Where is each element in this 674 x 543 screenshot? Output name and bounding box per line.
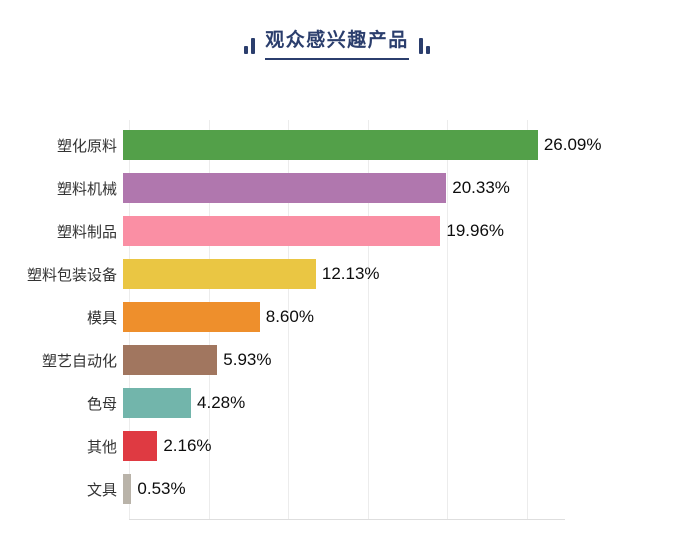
bar-area: 12.13% <box>123 259 674 289</box>
value-label: 19.96% <box>446 221 505 240</box>
category-label: 塑料机械 <box>56 181 117 198</box>
bar-row: 塑化原料 26.09% <box>0 130 674 160</box>
category-label: 塑化原料 <box>56 138 117 155</box>
bar-area: 19.96% <box>123 216 674 246</box>
chart-title: 观众感兴趣产品 <box>265 30 409 60</box>
title-right-bars-icon <box>418 37 430 60</box>
bar <box>123 130 538 160</box>
bar-row: 塑料包装设备 12.13% <box>0 259 674 289</box>
bar <box>123 431 158 461</box>
value-label: 12.13% <box>321 264 380 283</box>
value-label: 4.28% <box>197 393 246 412</box>
bar-row: 色母 4.28% <box>0 388 674 418</box>
bar-area: 20.33% <box>123 173 674 203</box>
category-label: 其他 <box>86 439 117 456</box>
bar-row: 塑料机械 20.33% <box>0 173 674 203</box>
bar <box>123 302 260 332</box>
bar <box>123 173 447 203</box>
category-label: 模具 <box>86 310 117 327</box>
chart-rows: 塑化原料 26.09% 塑料机械 20.33% 塑料制品 19.96% 塑料包装设备 12.1… <box>0 130 674 504</box>
bar-area: 5.93% <box>123 345 674 375</box>
bar-area: 8.60% <box>123 302 674 332</box>
bar-chart: 塑化原料 26.09% 塑料机械 20.33% 塑料制品 19.96% 塑料包装设备 12.1… <box>0 120 674 520</box>
bar-area: 0.53% <box>123 474 674 504</box>
chart-title-block: 观众感兴趣产品 <box>0 30 674 60</box>
bar-row: 塑料制品 19.96% <box>0 216 674 246</box>
bar <box>123 216 441 246</box>
value-label: 20.33% <box>452 178 510 197</box>
value-label: 2.16% <box>163 436 212 455</box>
bar-row: 模具 8.60% <box>0 302 674 332</box>
value-label: 8.60% <box>265 307 314 326</box>
bar <box>123 388 192 418</box>
category-label: 塑艺自动化 <box>41 353 117 370</box>
bar-row: 文具 0.53% <box>0 474 674 504</box>
value-label: 26.09% <box>543 135 602 154</box>
title-left-bars-icon <box>244 37 256 60</box>
bar <box>123 259 316 289</box>
category-label: 色母 <box>86 396 117 413</box>
value-label: 5.93% <box>223 350 272 369</box>
value-label: 0.53% <box>137 479 186 498</box>
bar-area: 26.09% <box>123 130 674 160</box>
bar-area: 4.28% <box>123 388 674 418</box>
bar-row: 塑艺自动化 5.93% <box>0 345 674 375</box>
bar-row: 其他 2.16% <box>0 431 674 461</box>
bar-area: 2.16% <box>123 431 674 461</box>
category-label: 塑料包装设备 <box>26 267 117 284</box>
bar <box>123 474 132 504</box>
category-label: 文具 <box>86 482 117 499</box>
bar <box>123 345 218 375</box>
category-label: 塑料制品 <box>56 224 117 241</box>
